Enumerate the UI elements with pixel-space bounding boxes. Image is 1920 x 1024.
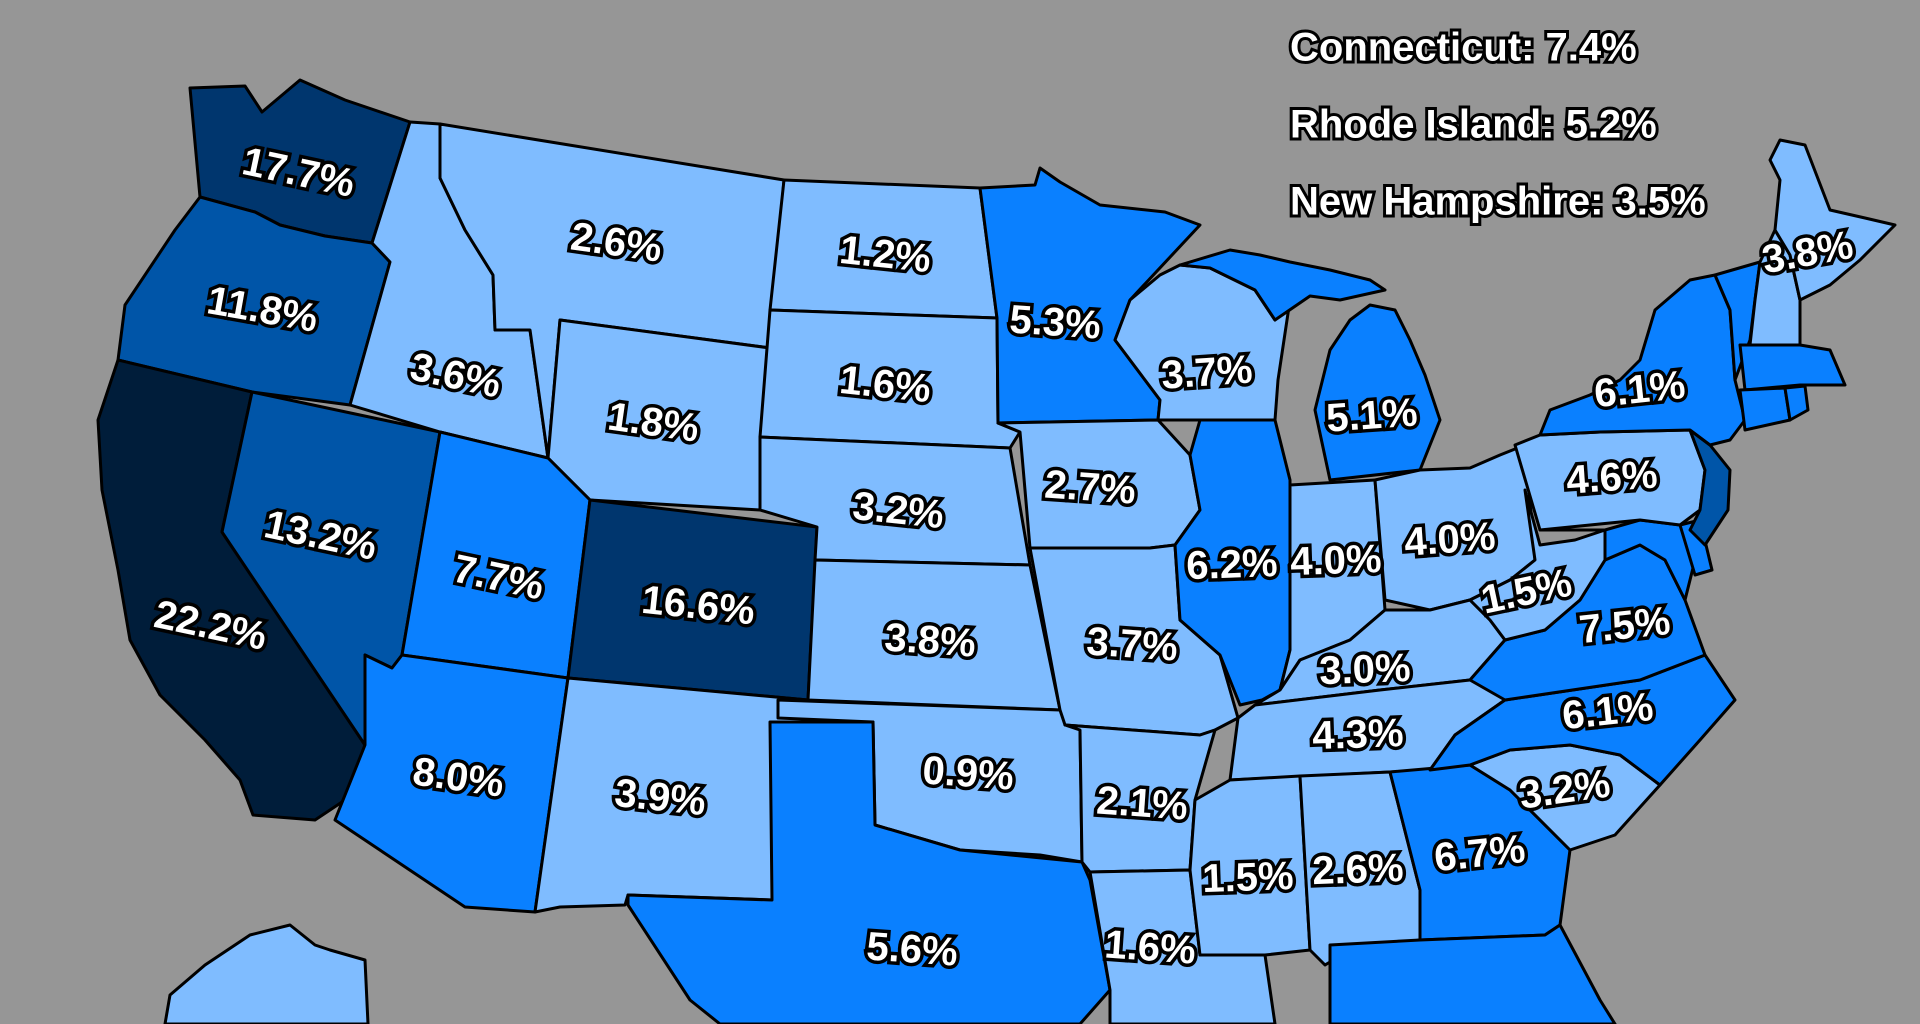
label-minnesota: 5.3% <box>1008 297 1102 347</box>
state-west-virginia <box>1468 488 1607 642</box>
label-pennsylvania: 4.6% <box>1565 452 1659 502</box>
state-florida <box>1328 923 1617 1024</box>
state-new-york <box>1538 273 1747 447</box>
state-wyoming <box>546 318 772 512</box>
label-mississippi: 1.5% <box>1202 854 1295 901</box>
state-texas <box>626 720 1112 1024</box>
label-kentucky: 3.0% <box>1319 646 1412 693</box>
state-illinois <box>1173 418 1292 707</box>
state-michigan-upper <box>1178 248 1387 322</box>
label-wisconsin: 3.7% <box>1160 347 1254 397</box>
state-new-jersey <box>1688 428 1732 547</box>
label-arkansas: 2.1% <box>1095 778 1189 828</box>
state-maine <box>1768 138 1897 302</box>
note-new-hampshire: New Hampshire: 3.5% <box>1290 180 1706 224</box>
label-illinois: 6.2% <box>1186 541 1279 588</box>
label-missouri: 3.7% <box>1085 619 1179 669</box>
label-kansas: 3.8% <box>883 615 977 665</box>
label-texas: 5.6% <box>865 924 959 974</box>
note-connecticut: Connecticut: 7.4% <box>1290 26 1637 70</box>
label-ohio: 4.0% <box>1403 514 1497 564</box>
label-tennessee: 4.3% <box>1312 711 1405 758</box>
state-michigan <box>1313 303 1442 482</box>
state-alaska <box>163 923 370 1024</box>
label-iowa: 2.7% <box>1043 462 1137 512</box>
state-maryland <box>1538 518 1697 602</box>
label-oklahoma: 0.9% <box>921 748 1015 798</box>
state-rhode-island <box>1783 384 1810 422</box>
note-rhode-island: Rhode Island: 5.2% <box>1290 103 1657 147</box>
label-michigan: 5.1% <box>1325 390 1419 440</box>
label-alabama: 2.6% <box>1312 846 1405 893</box>
state-connecticut <box>1738 386 1792 432</box>
label-louisiana: 1.6% <box>1103 922 1197 972</box>
label-indiana: 4.0% <box>1290 537 1383 584</box>
state-massachusetts <box>1738 343 1847 392</box>
